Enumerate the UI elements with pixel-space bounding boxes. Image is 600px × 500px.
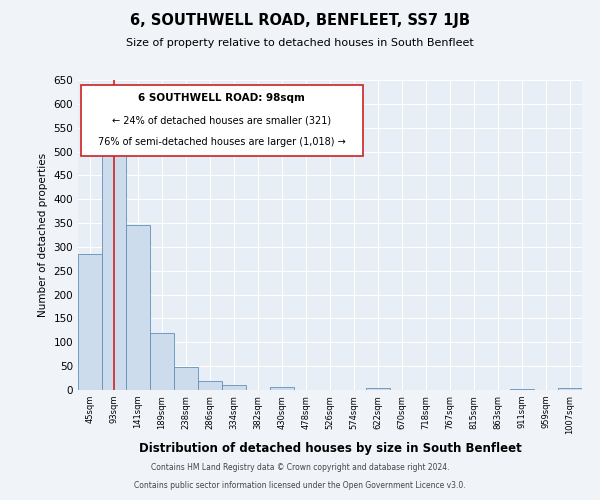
FancyBboxPatch shape <box>80 84 363 156</box>
Bar <box>102 140 126 390</box>
Bar <box>366 388 390 390</box>
Text: ← 24% of detached houses are smaller (321): ← 24% of detached houses are smaller (32… <box>112 116 331 126</box>
Text: Contains public sector information licensed under the Open Government Licence v3: Contains public sector information licen… <box>134 481 466 490</box>
Bar <box>510 388 534 390</box>
Text: Contains HM Land Registry data © Crown copyright and database right 2024.: Contains HM Land Registry data © Crown c… <box>151 464 449 472</box>
Bar <box>78 254 102 390</box>
X-axis label: Distribution of detached houses by size in South Benfleet: Distribution of detached houses by size … <box>139 442 521 455</box>
Text: 6, SOUTHWELL ROAD, BENFLEET, SS7 1JB: 6, SOUTHWELL ROAD, BENFLEET, SS7 1JB <box>130 12 470 28</box>
Bar <box>270 386 294 390</box>
Y-axis label: Number of detached properties: Number of detached properties <box>38 153 48 317</box>
Bar <box>174 367 198 390</box>
Bar <box>198 382 222 390</box>
Bar <box>558 388 582 390</box>
Text: 6 SOUTHWELL ROAD: 98sqm: 6 SOUTHWELL ROAD: 98sqm <box>138 94 305 104</box>
Text: Size of property relative to detached houses in South Benfleet: Size of property relative to detached ho… <box>126 38 474 48</box>
Text: 76% of semi-detached houses are larger (1,018) →: 76% of semi-detached houses are larger (… <box>98 137 346 147</box>
Bar <box>222 385 246 390</box>
Bar <box>126 226 150 390</box>
Bar <box>150 333 174 390</box>
